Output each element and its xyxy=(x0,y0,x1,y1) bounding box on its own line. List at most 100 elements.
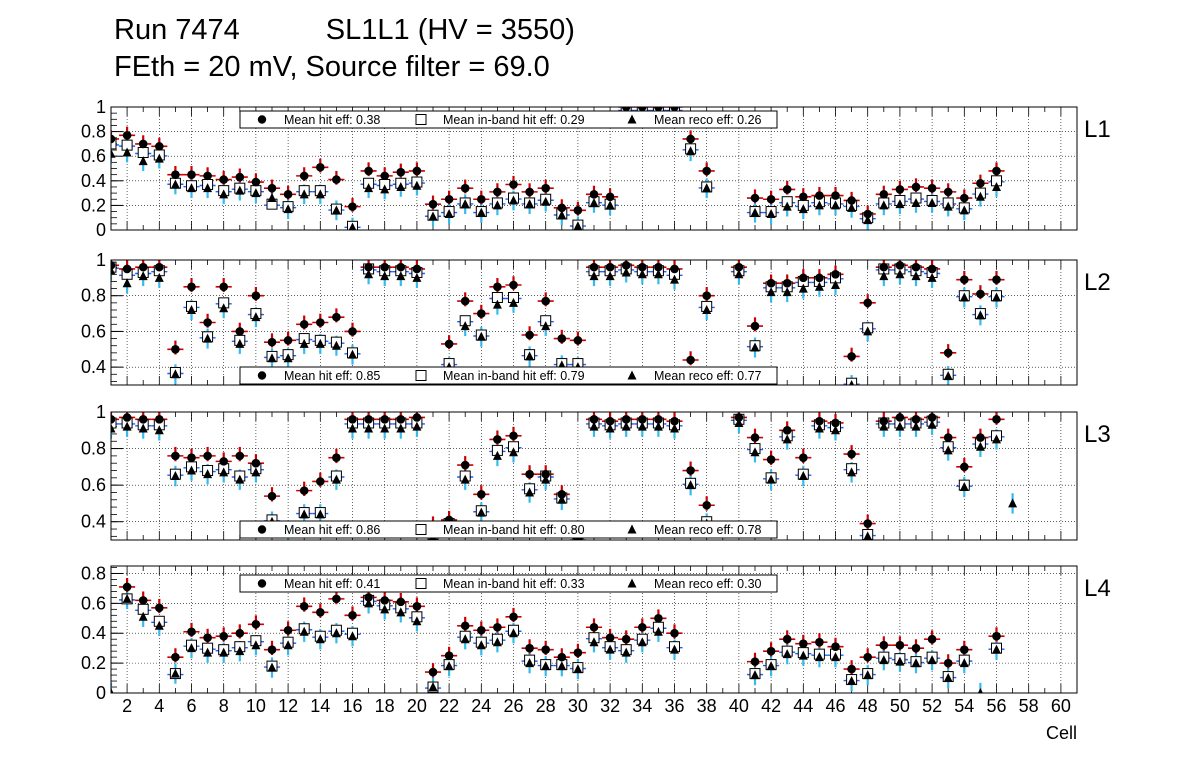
reco-marker xyxy=(975,441,985,451)
reco-marker xyxy=(525,487,535,497)
hit-marker xyxy=(332,312,341,322)
y-tick-label: 0.6 xyxy=(81,321,106,341)
hit-marker xyxy=(686,134,695,144)
reco-marker xyxy=(283,640,293,650)
reco-marker xyxy=(476,640,486,650)
reco-marker xyxy=(782,287,792,297)
reco-marker xyxy=(122,593,132,603)
reco-marker xyxy=(1008,498,1018,508)
hit-marker xyxy=(380,596,390,605)
hit-marker xyxy=(477,489,486,499)
y-tick-label: 0.2 xyxy=(81,195,106,215)
reco-marker xyxy=(251,640,261,650)
reco-marker xyxy=(444,661,454,671)
reco-marker xyxy=(170,369,180,379)
y-tick-label: 0 xyxy=(96,220,106,240)
hit-marker xyxy=(380,415,390,424)
reco-marker xyxy=(863,531,873,540)
x-tick-label: 20 xyxy=(407,696,427,716)
reco-marker xyxy=(138,423,148,433)
hit-marker xyxy=(654,262,663,272)
reco-marker xyxy=(943,201,953,211)
hit-marker xyxy=(138,139,148,149)
hit-marker xyxy=(863,652,872,662)
reco-marker xyxy=(219,647,229,657)
hit-marker xyxy=(992,275,1001,284)
hit-marker xyxy=(187,170,196,179)
hit-marker xyxy=(267,183,277,193)
reco-marker xyxy=(621,267,631,277)
hit-marker xyxy=(509,612,518,622)
legend-inband-marker xyxy=(415,370,427,381)
reco-marker xyxy=(911,658,921,668)
hit-marker xyxy=(782,425,792,435)
reco-marker xyxy=(653,269,663,279)
reco-marker xyxy=(573,540,582,549)
reco-marker xyxy=(509,195,518,205)
reco-marker xyxy=(154,620,164,630)
hit-marker xyxy=(316,477,325,486)
reco-marker xyxy=(959,481,969,491)
hit-marker xyxy=(428,199,438,209)
reco-marker xyxy=(895,269,905,279)
x-axis-title: Cell xyxy=(1046,723,1077,743)
panel-l3: 0.4 0.6 0.8 1 Mean hit eff: 0.86 Mean in-band… xyxy=(81,402,1111,549)
hit-marker xyxy=(879,262,889,272)
hit-marker xyxy=(573,206,583,215)
x-tick-label: 52 xyxy=(922,696,942,716)
reco-marker xyxy=(251,467,261,477)
x-tick-label: 26 xyxy=(503,696,523,716)
reco-marker xyxy=(283,204,293,214)
hit-marker xyxy=(203,633,212,643)
y-tick-label: 0.4 xyxy=(81,357,106,377)
reco-marker xyxy=(460,634,470,644)
x-tick-label: 34 xyxy=(632,696,652,716)
x-tick-label: 8 xyxy=(219,696,229,716)
hit-marker xyxy=(589,262,599,272)
reco-marker xyxy=(315,338,325,348)
reco-marker xyxy=(187,305,196,314)
reco-marker xyxy=(589,271,599,281)
reco-marker xyxy=(315,189,325,199)
reco-marker xyxy=(509,297,518,307)
legend-hit-marker xyxy=(257,115,267,124)
reco-marker xyxy=(863,215,873,225)
hit-marker xyxy=(283,336,293,345)
hit-marker xyxy=(943,433,953,442)
reco-marker xyxy=(750,342,760,352)
reco-marker xyxy=(315,509,325,519)
reco-marker xyxy=(348,631,357,641)
legend-label: Mean in-band hit eff: 0.33 xyxy=(443,577,585,591)
reco-marker xyxy=(380,184,390,194)
hit-marker xyxy=(589,622,599,632)
x-tick-label: 36 xyxy=(664,696,684,716)
reco-marker xyxy=(766,209,776,219)
reco-marker xyxy=(348,222,357,230)
hit-marker xyxy=(992,166,1001,176)
hit-marker xyxy=(493,282,502,292)
reco-marker xyxy=(444,209,454,219)
hit-marker xyxy=(332,594,341,604)
reco-marker xyxy=(849,380,855,385)
legend-box xyxy=(239,520,778,539)
reco-marker xyxy=(959,658,969,668)
hit-marker xyxy=(815,637,824,647)
hit-marker xyxy=(493,187,502,197)
reco-marker xyxy=(364,598,374,608)
hit-marker xyxy=(364,593,373,602)
hit-marker xyxy=(428,667,438,677)
panel-l2: 0.4 0.6 0.8 1 Mean hit eff: 0.85 Mean in-band… xyxy=(81,250,1111,386)
hit-marker xyxy=(799,273,808,283)
hit-marker xyxy=(621,261,631,270)
reco-marker xyxy=(943,445,953,455)
legend-label: Mean reco eff: 0.26 xyxy=(654,113,762,127)
reco-marker xyxy=(251,188,261,198)
x-tick-label: 6 xyxy=(186,696,196,716)
reco-marker xyxy=(702,183,712,193)
reco-marker xyxy=(605,271,615,281)
hit-marker xyxy=(557,489,567,499)
hit-marker xyxy=(396,167,406,177)
y-tick-label: 0.6 xyxy=(81,146,106,166)
run-number: Run 7474 xyxy=(114,14,240,46)
hit-marker xyxy=(251,291,261,301)
